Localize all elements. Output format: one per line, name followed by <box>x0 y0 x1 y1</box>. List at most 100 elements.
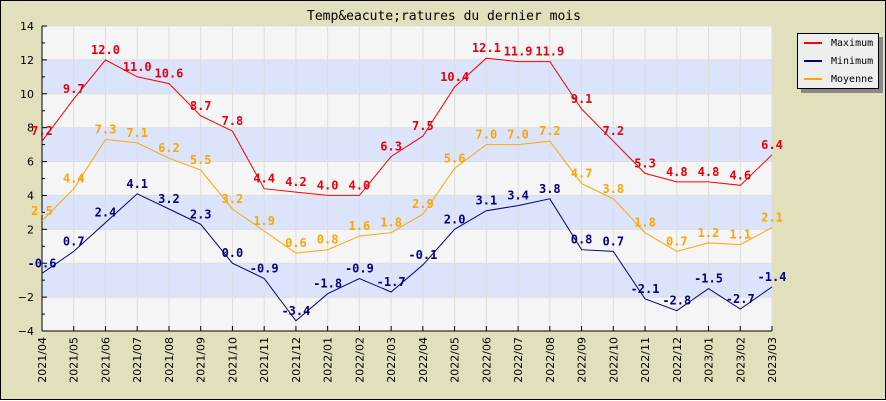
legend-item-minimum: Minimum <box>804 52 873 70</box>
data-label: 3.4 <box>507 189 529 203</box>
x-tick-label: 2022/05 <box>449 337 462 383</box>
data-label: 0.8 <box>571 233 593 247</box>
x-tick-label: 2021/08 <box>163 337 176 383</box>
x-tick-label: 2022/07 <box>512 337 525 383</box>
data-label: 7.3 <box>95 123 117 137</box>
data-label: 5.6 <box>444 151 466 165</box>
x-tick-label: 2022/11 <box>639 337 652 383</box>
data-label: 9.7 <box>63 82 85 96</box>
data-label: 1.1 <box>729 228 751 242</box>
data-label: 2.9 <box>412 197 434 211</box>
data-label: 1.6 <box>349 219 371 233</box>
grid-lines <box>41 25 773 332</box>
y-tick-label: 6 <box>27 156 34 169</box>
data-label: 4.6 <box>729 168 751 182</box>
data-label: 1.8 <box>634 216 656 230</box>
data-label: 0.0 <box>222 246 244 260</box>
data-label: -1.7 <box>377 275 406 289</box>
legend-swatch-maximum <box>804 42 822 44</box>
data-label: 11.9 <box>535 45 564 59</box>
data-label: 2.5 <box>31 204 53 218</box>
chart-title: Temp&eacute;ratures du dernier mois <box>307 9 581 24</box>
x-tick-label: 2022/09 <box>576 337 589 383</box>
series-line-maximum <box>41 57 773 196</box>
data-label: 7.0 <box>507 128 529 142</box>
data-label: -0.9 <box>345 261 374 275</box>
x-tick-label: 2022/06 <box>480 337 493 383</box>
data-label: 4.1 <box>126 177 148 191</box>
series-lines <box>41 57 773 322</box>
data-label: 3.2 <box>222 192 244 206</box>
series-line-moyenne <box>41 138 773 254</box>
legend-item-maximum: Maximum <box>804 34 873 52</box>
data-label: 3.1 <box>476 194 498 208</box>
y-tick-label: 14 <box>20 20 34 33</box>
x-tick-label: 2021/09 <box>195 337 208 383</box>
band <box>42 263 772 298</box>
data-label: 4.0 <box>317 178 339 192</box>
data-label: 1.2 <box>698 226 720 240</box>
x-tick-label: 2022/03 <box>385 337 398 383</box>
data-label: 4.0 <box>349 178 371 192</box>
data-label: 2.1 <box>761 211 783 225</box>
data-label: 8.7 <box>190 99 212 113</box>
data-label: -1.5 <box>694 272 723 286</box>
data-label: -0.9 <box>250 261 279 275</box>
data-label: 7.8 <box>222 114 244 128</box>
x-tick-label: 2022/08 <box>544 337 557 383</box>
data-label: 0.7 <box>666 234 688 248</box>
data-label: 3.2 <box>158 192 180 206</box>
data-label: 5.5 <box>190 153 212 167</box>
y-tick-label: −2 <box>18 291 34 304</box>
x-tick-label: 2022/04 <box>417 337 430 383</box>
x-tick-label: 2023/01 <box>703 337 716 383</box>
x-tick-label: 2022/01 <box>322 337 335 383</box>
band <box>42 59 772 94</box>
data-label: 1.8 <box>380 216 402 230</box>
data-label: 9.1 <box>571 92 593 106</box>
data-label: 5.3 <box>634 156 656 170</box>
y-tick-label: 4 <box>27 189 34 202</box>
data-label: 12.0 <box>91 43 120 57</box>
x-tick-label: 2022/02 <box>353 337 366 383</box>
data-label: 12.1 <box>472 41 501 55</box>
data-label: 2.3 <box>190 207 212 221</box>
data-label: 10.6 <box>155 67 184 81</box>
data-labels: 7.2 9.7 12.011.0 10.6 8.7 7.8 4.4 4.2 4.0 4.0 6.3 7… <box>28 41 787 318</box>
x-tick-label: 2021/04 <box>36 337 49 383</box>
legend-label: Maximum <box>831 37 874 49</box>
x-tick-label: 2021/07 <box>131 337 144 383</box>
y-tick-label: 12 <box>20 54 34 67</box>
data-label: 6.3 <box>380 139 402 153</box>
band <box>42 127 772 162</box>
data-label: 7.2 <box>602 124 624 138</box>
data-label: 7.1 <box>126 126 148 140</box>
legend-label: Minimum <box>831 55 874 67</box>
data-label: 4.4 <box>63 172 85 186</box>
data-label: 2.4 <box>95 206 117 220</box>
data-label: 4.8 <box>698 165 720 179</box>
data-label: 4.2 <box>285 175 307 189</box>
legend: Maximum Minimum Moyenne <box>797 33 879 89</box>
data-label: 7.2 <box>539 124 561 138</box>
x-tick-label: 2022/10 <box>607 337 620 383</box>
x-tick-label: 2021/11 <box>258 337 271 383</box>
data-label: 4.7 <box>571 167 593 181</box>
data-label: 1.9 <box>253 214 275 228</box>
data-label: 10.4 <box>440 70 469 84</box>
x-tick-label: 2023/02 <box>734 337 747 383</box>
data-label: 0.7 <box>63 234 85 248</box>
data-label: 7.0 <box>476 128 498 142</box>
y-tick-label: 8 <box>27 122 34 135</box>
data-label: 7.2 <box>31 124 53 138</box>
x-tick-label: 2021/05 <box>68 337 81 383</box>
data-label: 0.6 <box>285 236 307 250</box>
data-label: -2.8 <box>662 294 691 308</box>
data-label: 11.9 <box>504 45 533 59</box>
data-label: 2.0 <box>444 212 466 226</box>
data-label: 3.8 <box>539 182 561 196</box>
data-label: -0.6 <box>28 256 57 270</box>
y-tick-label: −4 <box>18 325 34 338</box>
